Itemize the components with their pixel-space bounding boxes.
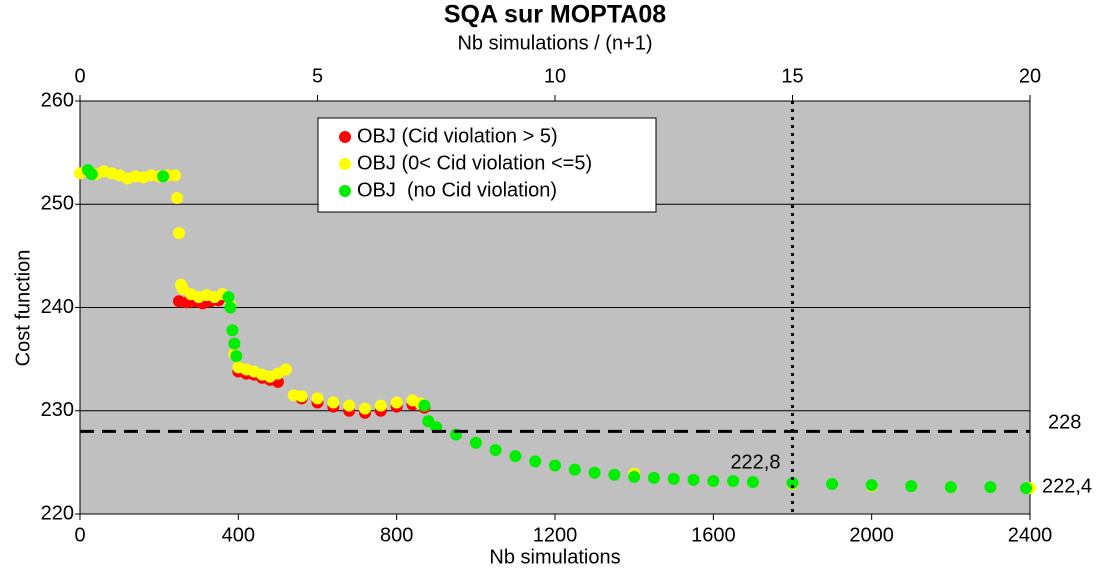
y-axis-label: Cost function [12,250,34,367]
point [944,481,957,494]
x2-tick-label: 10 [544,65,566,87]
x-tick-label: 800 [380,524,413,546]
x-tick-label: 1200 [533,524,578,546]
x-tick-label: 400 [222,524,255,546]
point [172,227,185,240]
point [311,392,324,405]
legend-marker [339,185,351,197]
point [628,470,641,483]
point [707,474,720,487]
point [786,477,799,490]
point [549,459,561,472]
x-tick-label: 1600 [691,524,736,546]
point [359,402,371,415]
legend-marker [339,158,351,170]
point [469,436,482,449]
point [667,472,680,485]
x-axis-label: Nb simulations [489,546,620,568]
x-tick-label: 0 [74,524,85,546]
point [1020,482,1033,495]
point [343,399,356,412]
point [746,475,759,488]
chart-title: SQA sur MOPTA08 [444,1,666,29]
point [647,471,660,484]
point [588,466,601,479]
y-tick-label: 220 [41,502,74,524]
point [826,478,839,491]
x-tick-label: 2400 [1008,524,1053,546]
x2-tick-label: 0 [74,65,85,87]
point [170,192,183,205]
point [169,169,181,182]
point [85,168,98,181]
y-tick-label: 250 [41,193,74,215]
point [727,474,740,487]
legend-label: OBJ (Cid violation > 5) [357,125,558,147]
point [157,170,170,183]
annotation: 222,8 [730,451,780,473]
point [608,468,621,481]
x2-tick-label: 5 [312,65,323,87]
legend-box [317,117,657,213]
legend-label: OBJ (0< Cid violation <=5) [357,152,592,174]
point [228,337,241,350]
point [865,479,878,492]
point [230,350,243,363]
point [529,455,542,468]
point [568,463,581,476]
point [327,396,340,409]
point [905,480,918,493]
x-tick-label: 2000 [849,524,894,546]
y-tick-label: 260 [41,89,74,111]
point [226,324,239,337]
point [279,363,292,376]
point [489,443,502,456]
annotation: 222,4 [1042,476,1092,498]
point [509,450,522,463]
point [295,390,308,403]
point [984,481,997,494]
x2-tick-label: 15 [781,65,803,87]
legend: OBJ (Cid violation > 5) OBJ (0< Cid viola… [317,117,657,213]
legend-label: OBJ (no Cid violation) [357,179,557,201]
x2-axis-label: Nb simulations / (n+1) [457,32,652,54]
legend-marker [339,131,351,143]
point [222,291,235,304]
point [418,399,431,412]
y-tick-label: 240 [41,296,74,318]
reference-label: 228 [1048,412,1081,434]
point [374,399,387,412]
point [224,301,237,314]
point [390,396,403,409]
y-tick-label: 230 [41,399,74,421]
x2-tick-label: 20 [1019,65,1041,87]
point [687,473,700,486]
